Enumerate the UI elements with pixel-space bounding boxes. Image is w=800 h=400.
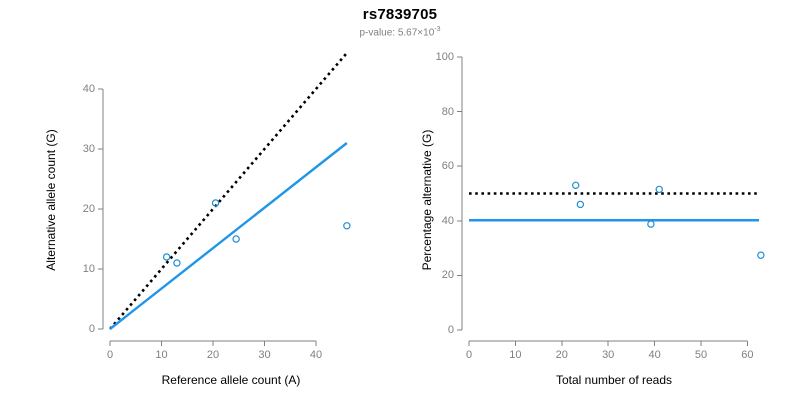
y-tick-label: 0 xyxy=(447,324,454,336)
y-tick-label: 10 xyxy=(82,263,95,275)
pvalue-exponent: -3 xyxy=(434,26,441,33)
x-tick-label: 0 xyxy=(465,349,473,361)
x-tick-label: 10 xyxy=(509,349,522,361)
x-tick-label: 30 xyxy=(602,349,615,361)
x-tick-label: 50 xyxy=(694,349,708,361)
left-x-axis-title: Reference allele count (A) xyxy=(161,373,301,387)
x-tick-label: 0 xyxy=(106,349,114,361)
x-tick-label: 10 xyxy=(155,349,168,361)
page-title: rs7839705 xyxy=(362,6,438,23)
y-tick-label: 40 xyxy=(441,214,454,227)
x-tick-label: 40 xyxy=(309,349,323,361)
pvalue-subtitle: p-value: 5.67×10-3 xyxy=(0,26,800,38)
right-plot-canvas xyxy=(457,56,765,346)
left-scatter-panel: Reference allele count (A) Alternative a… xyxy=(44,52,351,387)
x-tick-label: 20 xyxy=(206,349,220,361)
y-tick-label: 20 xyxy=(441,269,454,282)
right-x-axis-title: Total number of reads xyxy=(555,373,673,387)
y-tick-label: 30 xyxy=(82,143,95,155)
x-tick-label: 30 xyxy=(258,349,271,361)
right-y-axis-title: Percentage alternative (G) xyxy=(420,129,434,271)
x-tick-label: 60 xyxy=(741,349,754,361)
y-tick-label: 60 xyxy=(441,160,454,173)
left-plot-canvas xyxy=(98,52,351,346)
y-tick-label: 20 xyxy=(82,203,95,215)
left-y-axis-title: Alternative allele count (G) xyxy=(44,129,58,271)
y-tick-label: 100 xyxy=(435,51,454,63)
x-tick-label: 40 xyxy=(648,349,661,361)
y-tick-label: 80 xyxy=(441,105,454,118)
y-tick-label: 0 xyxy=(88,323,95,335)
x-tick-label: 20 xyxy=(555,349,568,361)
pvalue-text: p-value: 5.67×10 xyxy=(359,27,435,39)
right-scatter-panel: Total number of reads Percentage alterna… xyxy=(400,0,800,400)
y-tick-label: 40 xyxy=(82,83,95,95)
